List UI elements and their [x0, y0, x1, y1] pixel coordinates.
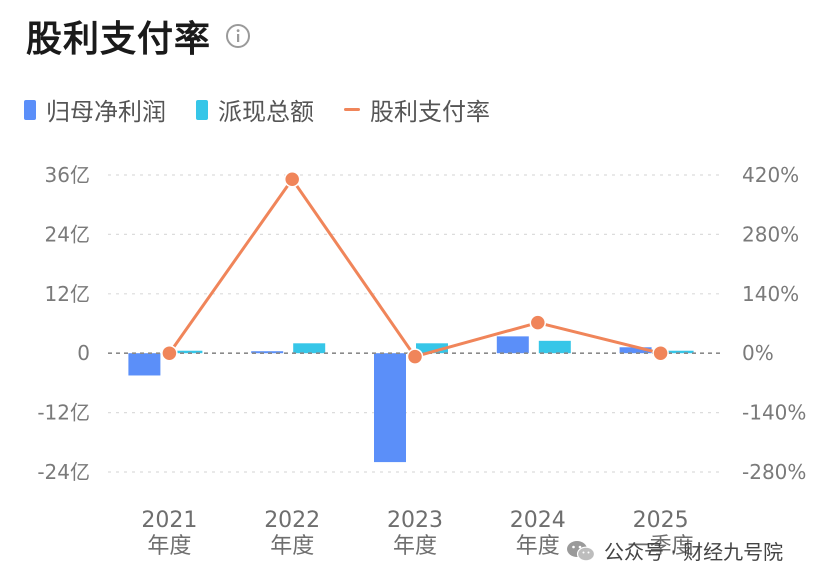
info-icon[interactable]: [225, 23, 251, 49]
x-tick-label: 2022 年度: [264, 508, 320, 559]
y-right-tick-label: -140%: [742, 401, 806, 425]
y-right-tick-label: 140%: [742, 282, 799, 306]
y-left-tick-label: -24亿: [37, 460, 90, 484]
wechat-icon: [567, 540, 596, 561]
legend-label-payout-ratio: 股利支付率: [370, 98, 490, 126]
bar-net-profit: [619, 347, 652, 354]
legend-swatch-payout-ratio: [344, 108, 360, 111]
x-tick-label-line: 2022: [264, 508, 320, 533]
x-tick-label: 2021 年度: [141, 508, 197, 559]
legend-item-cash-dividend[interactable]: 派现总额: [196, 92, 314, 127]
y-left-tick-label: -12亿: [37, 401, 90, 425]
bar-cash-dividend: [170, 350, 203, 354]
legend-swatch-net-profit: [24, 99, 36, 120]
y-left-tick-label: 12亿: [45, 282, 90, 306]
x-tick-label-line: 2021: [141, 508, 197, 533]
legend-label-cash-dividend: 派现总额: [218, 98, 314, 126]
bar-net-profit: [496, 336, 529, 354]
x-tick-label: 2023 年度: [387, 508, 443, 559]
watermark-text: 公众号 · 财经九号院: [604, 540, 784, 564]
y-right-tick-label: 280%: [742, 222, 799, 246]
y-right-tick-label: -280%: [742, 460, 806, 484]
bar-net-profit: [128, 353, 161, 376]
x-tick-label-line: 年度: [147, 534, 191, 559]
x-tick-label-line: 2023: [387, 508, 443, 533]
bar-net-profit: [251, 351, 284, 354]
bar-net-profit: [374, 353, 406, 463]
legend: 归母净利润 派现总额 股利支付率: [24, 92, 520, 127]
point-payout-ratio: [529, 314, 547, 331]
watermark: 公众号 · 财经九号院: [566, 536, 783, 565]
point-payout-ratio: [652, 344, 669, 362]
y-left-tick-label: 0: [77, 341, 90, 365]
y-right-tick-label: 0%: [742, 341, 774, 365]
bar-cash-dividend: [538, 340, 571, 354]
x-tick-label-line: 年度: [270, 534, 314, 559]
bar-cash-dividend: [293, 343, 326, 354]
legend-label-net-profit: 归母净利润: [46, 98, 166, 126]
x-tick-label-line: 2025: [633, 508, 689, 533]
legend-item-net-profit[interactable]: 归母净利润: [24, 92, 166, 127]
x-tick-label: 2025 一季度: [628, 508, 694, 559]
series-line-payout-ratio: [168, 177, 661, 359]
y-left-tick-label: 36亿: [45, 163, 90, 187]
x-tick-label-line: 年度: [393, 534, 437, 559]
chart-title-row: 股利支付率: [26, 10, 251, 62]
x-tick-label-line: 年度: [516, 534, 560, 559]
x-tick-label-line: 2024: [510, 508, 566, 533]
bar-cash-dividend: [661, 350, 694, 354]
legend-swatch-cash-dividend: [196, 99, 208, 120]
point-payout-ratio: [161, 344, 178, 362]
point-payout-ratio: [283, 170, 301, 188]
x-tick-label-line: 一季度: [628, 534, 694, 559]
y-right-tick-label: 420%: [742, 163, 799, 187]
bar-cash-dividend: [416, 343, 448, 354]
point-payout-ratio: [406, 348, 424, 365]
legend-item-payout-ratio[interactable]: 股利支付率: [344, 92, 490, 127]
x-tick-label: 2024 年度: [510, 508, 566, 559]
chart-title: 股利支付率: [26, 19, 212, 60]
y-left-tick-label: 24亿: [45, 222, 90, 246]
